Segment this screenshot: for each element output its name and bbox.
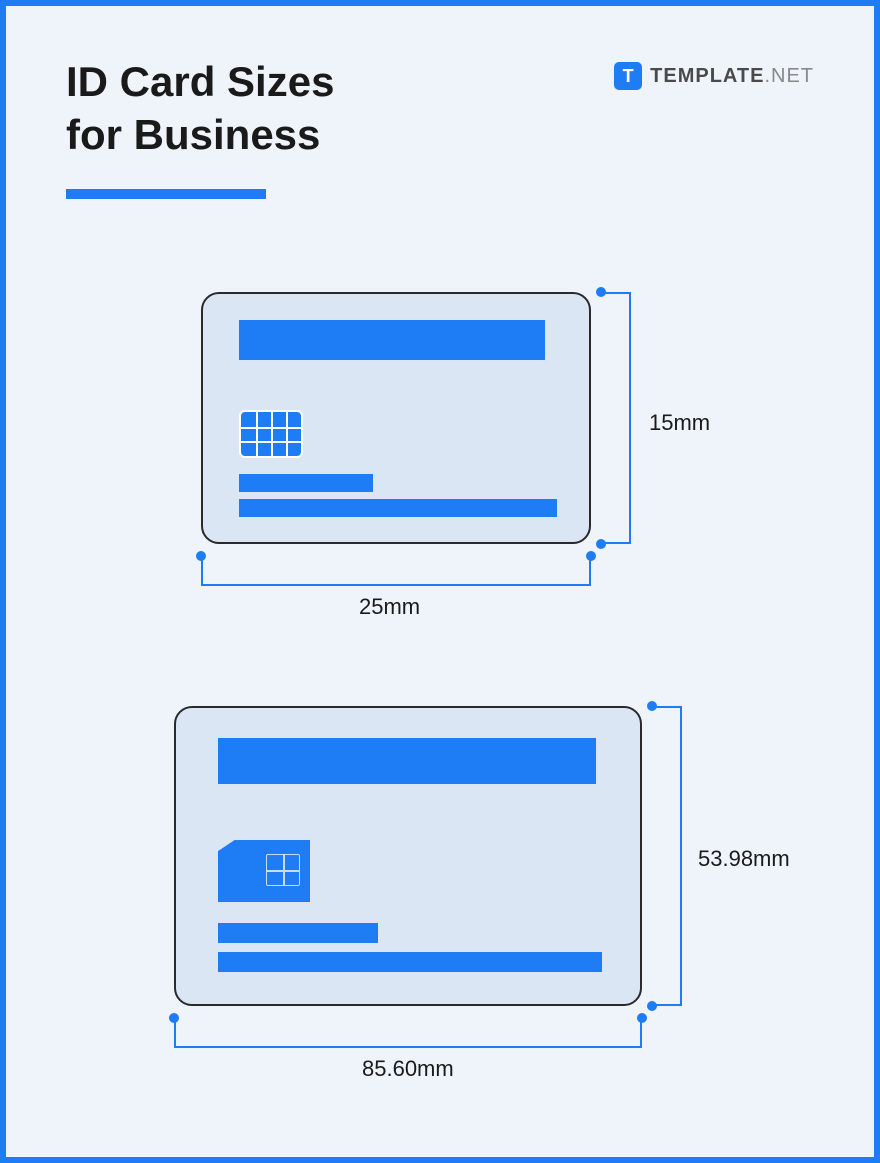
card-stripe — [239, 320, 545, 360]
width-dimension — [201, 556, 591, 586]
dimension-dot — [647, 1001, 657, 1011]
dimension-dot — [637, 1013, 647, 1023]
infographic-frame: ID Card Sizes for Business T TEMPLATE.NE… — [0, 0, 880, 1163]
card-stripe — [218, 952, 602, 972]
dimension-dot — [596, 287, 606, 297]
width-dimension — [174, 1018, 642, 1048]
id-card-1 — [174, 706, 642, 1006]
height-dimension — [601, 292, 631, 544]
width-label: 25mm — [359, 594, 420, 620]
height-label: 53.98mm — [698, 846, 790, 872]
cards-area: 15mm25mm53.98mm85.60mm — [6, 6, 874, 1157]
card-group-1: 53.98mm85.60mm — [174, 706, 642, 1006]
dimension-dot — [196, 551, 206, 561]
sim-chip-icon — [218, 840, 310, 902]
height-dimension — [652, 706, 682, 1006]
card-group-0: 15mm25mm — [201, 292, 591, 544]
card-stripe — [218, 923, 378, 943]
card-stripe — [239, 474, 373, 492]
dimension-dot — [169, 1013, 179, 1023]
dimension-dot — [586, 551, 596, 561]
dimension-dot — [596, 539, 606, 549]
chip-icon — [239, 410, 303, 458]
width-label: 85.60mm — [362, 1056, 454, 1082]
card-stripe — [218, 738, 596, 784]
height-label: 15mm — [649, 410, 710, 436]
dimension-dot — [647, 701, 657, 711]
id-card-0 — [201, 292, 591, 544]
card-stripe — [239, 499, 557, 517]
